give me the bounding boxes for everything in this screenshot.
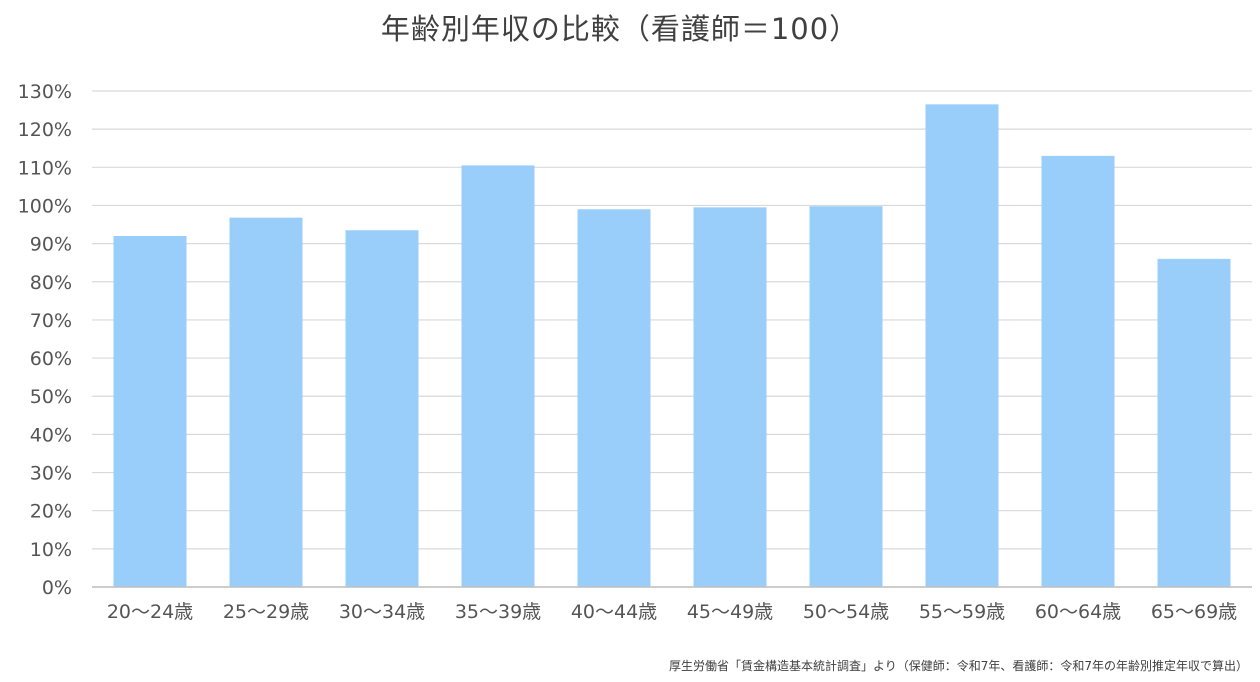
y-tick-label: 60%	[30, 348, 72, 370]
x-tick-label: 40～44歳	[571, 601, 657, 623]
y-tick-label: 80%	[30, 272, 72, 294]
bar-7	[925, 104, 999, 587]
bar-5	[693, 207, 767, 587]
y-tick-label: 110%	[18, 157, 72, 179]
bar-9	[1157, 258, 1231, 587]
y-tick-label: 20%	[30, 501, 72, 523]
bar-4	[577, 209, 651, 587]
x-tick-label: 30～34歳	[339, 601, 425, 623]
y-tick-label: 70%	[30, 310, 72, 332]
x-tick-label: 45～49歳	[687, 601, 773, 623]
bars	[113, 104, 1231, 587]
y-tick-label: 0%	[42, 577, 72, 599]
y-tick-label: 100%	[18, 195, 72, 217]
y-tick-label: 90%	[30, 234, 72, 256]
bar-0	[113, 235, 187, 587]
bar-chart: 0% 10% 20% 30% 40% 50% 60% 70% 80% 90% 100% 110% 120…	[18, 81, 1252, 623]
y-tick-label: 40%	[30, 424, 72, 446]
y-tick-label: 120%	[18, 119, 72, 141]
y-tick-label: 30%	[30, 463, 72, 485]
x-tick-label: 20～24歳	[107, 601, 193, 623]
y-tick-label: 130%	[18, 81, 72, 103]
bar-1	[229, 217, 303, 587]
x-tick-label: 25～29歳	[223, 601, 309, 623]
y-tick-label: 50%	[30, 386, 72, 408]
x-tick-label: 55～59歳	[919, 601, 1005, 623]
bar-8	[1041, 155, 1115, 587]
x-tick-label: 65～69歳	[1151, 601, 1237, 623]
bar-3	[461, 165, 535, 587]
x-tick-label: 50～54歳	[803, 601, 889, 623]
x-tick-label: 35～39歳	[455, 601, 541, 623]
x-tick-label: 60～64歳	[1035, 601, 1121, 623]
x-axis-labels: 20～24歳 25～29歳 30～34歳 35～39歳 40～44歳 45～49歳 50～5…	[107, 601, 1237, 623]
y-tick-label: 10%	[30, 539, 72, 561]
bar-2	[345, 230, 419, 587]
y-axis-ticks: 0% 10% 20% 30% 40% 50% 60% 70% 80% 90% 100% 110% 120…	[18, 81, 72, 599]
source-note: 厚生労働省「賃金構造基本統計調査」より（保健師：令和7年、看護師：令和7年の年齢…	[668, 659, 1248, 673]
chart-title: 年齢別年収の比較（看護師＝100）	[380, 12, 860, 46]
bar-6	[809, 206, 883, 587]
